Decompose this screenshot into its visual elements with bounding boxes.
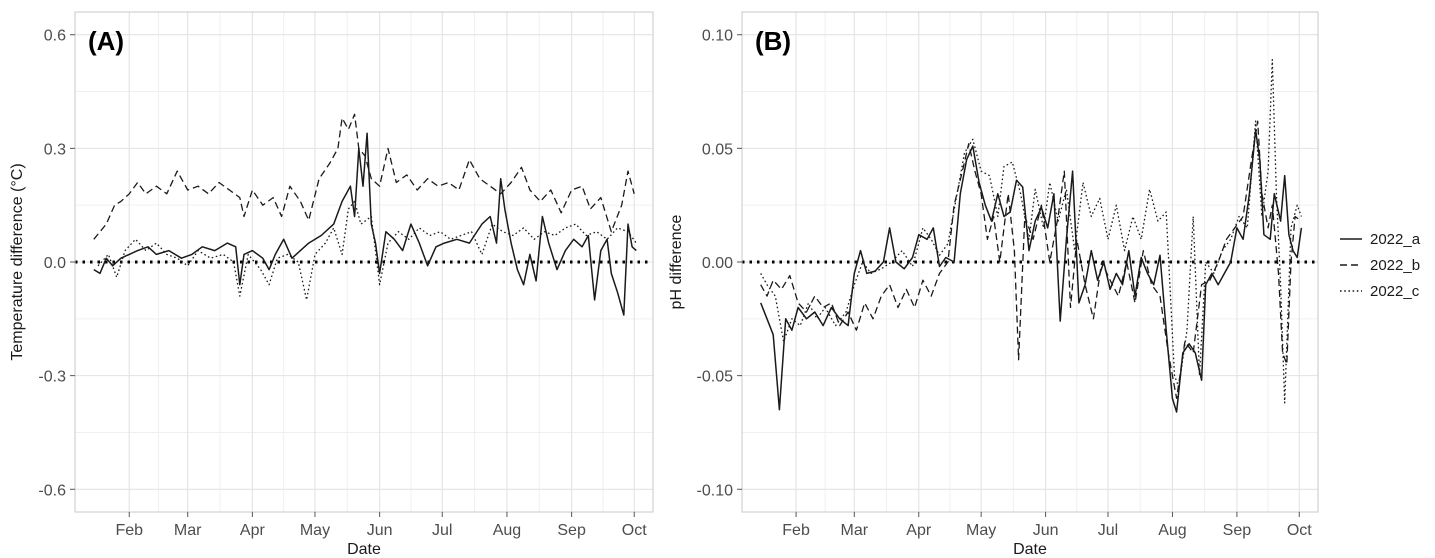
x-axis: Feb Mar Apr May Jun Jul Aug Sep Oct [115,512,647,539]
x-tick-label: Jun [367,522,393,539]
series-line-2022_b [760,120,1302,400]
series-line-2022_c [760,59,1303,404]
x-tick-label: Oct [622,522,647,539]
x-axis-title: Date [347,541,381,558]
x-tick-label: Aug [493,522,521,539]
series-line-2022_b [93,113,635,240]
chart-panel-a: Feb Mar Apr May Jun Jul Aug Sep Oct -0.6 -0.3 0.0 0.… [9,11,654,558]
y-tick-label: -0.6 [38,482,66,499]
y-tick-label: 0.3 [44,141,66,158]
y-axis: -0.10 -0.05 0.00 0.05 0.10 [697,28,742,499]
panel-label: (A) [88,26,124,56]
x-tick-label: Apr [906,522,932,539]
x-tick-label: Apr [240,522,266,539]
x-tick-label: Jul [432,522,452,539]
legend-item-2022_c: 2022_c [1340,283,1420,300]
x-tick-label: Jul [1098,522,1118,539]
x-tick-label: Sep [557,522,586,539]
legend-label: 2022_c [1370,283,1420,300]
y-tick-label: -0.05 [697,369,734,386]
legend-item-2022_b: 2022_b [1340,257,1420,274]
y-tick-label: -0.10 [697,482,734,499]
y-tick-label: -0.3 [38,369,66,386]
y-tick-label: 0.6 [44,28,66,45]
y-tick-label: 0.10 [702,28,733,45]
x-tick-label: Sep [1223,522,1252,539]
y-axis-title: pH difference [668,214,685,309]
x-tick-label: Feb [115,522,143,539]
series-line-2022_a [93,132,637,316]
series-line-2022_c [97,200,637,301]
series-line-2022_a [760,129,1303,413]
y-tick-label: 0.0 [44,255,66,272]
y-tick-label: 0.00 [702,255,733,272]
panels: Feb Mar Apr May Jun Jul Aug Sep Oct -0.6 -0.3 0.0 0.… [9,11,1319,558]
x-tick-label: Mar [174,522,202,539]
legend-label: 2022_a [1370,231,1421,248]
legend-label: 2022_b [1370,257,1420,274]
legend-item-2022_a: 2022_a [1340,231,1421,248]
panel-label: (B) [755,26,791,56]
x-axis-title: Date [1013,541,1047,558]
y-axis: -0.6 -0.3 0.0 0.3 0.6 [38,28,75,499]
y-axis-title: Temperature difference (°C) [9,163,26,360]
x-tick-label: Mar [841,522,869,539]
x-axis: Feb Mar Apr May Jun Jul Aug Sep Oct [782,512,1312,539]
y-tick-label: 0.05 [702,141,733,158]
legend: 2022_a 2022_b 2022_c [1340,231,1421,300]
x-tick-label: Aug [1158,522,1186,539]
major-gridlines [75,12,653,512]
x-tick-label: Oct [1287,522,1312,539]
x-tick-label: Feb [782,522,810,539]
x-tick-label: May [300,522,330,539]
x-tick-label: May [966,522,996,539]
x-tick-label: Jun [1033,522,1059,539]
chart-panel-b: Feb Mar Apr May Jun Jul Aug Sep Oct -0.10 -0.05 0.0… [668,11,1319,558]
